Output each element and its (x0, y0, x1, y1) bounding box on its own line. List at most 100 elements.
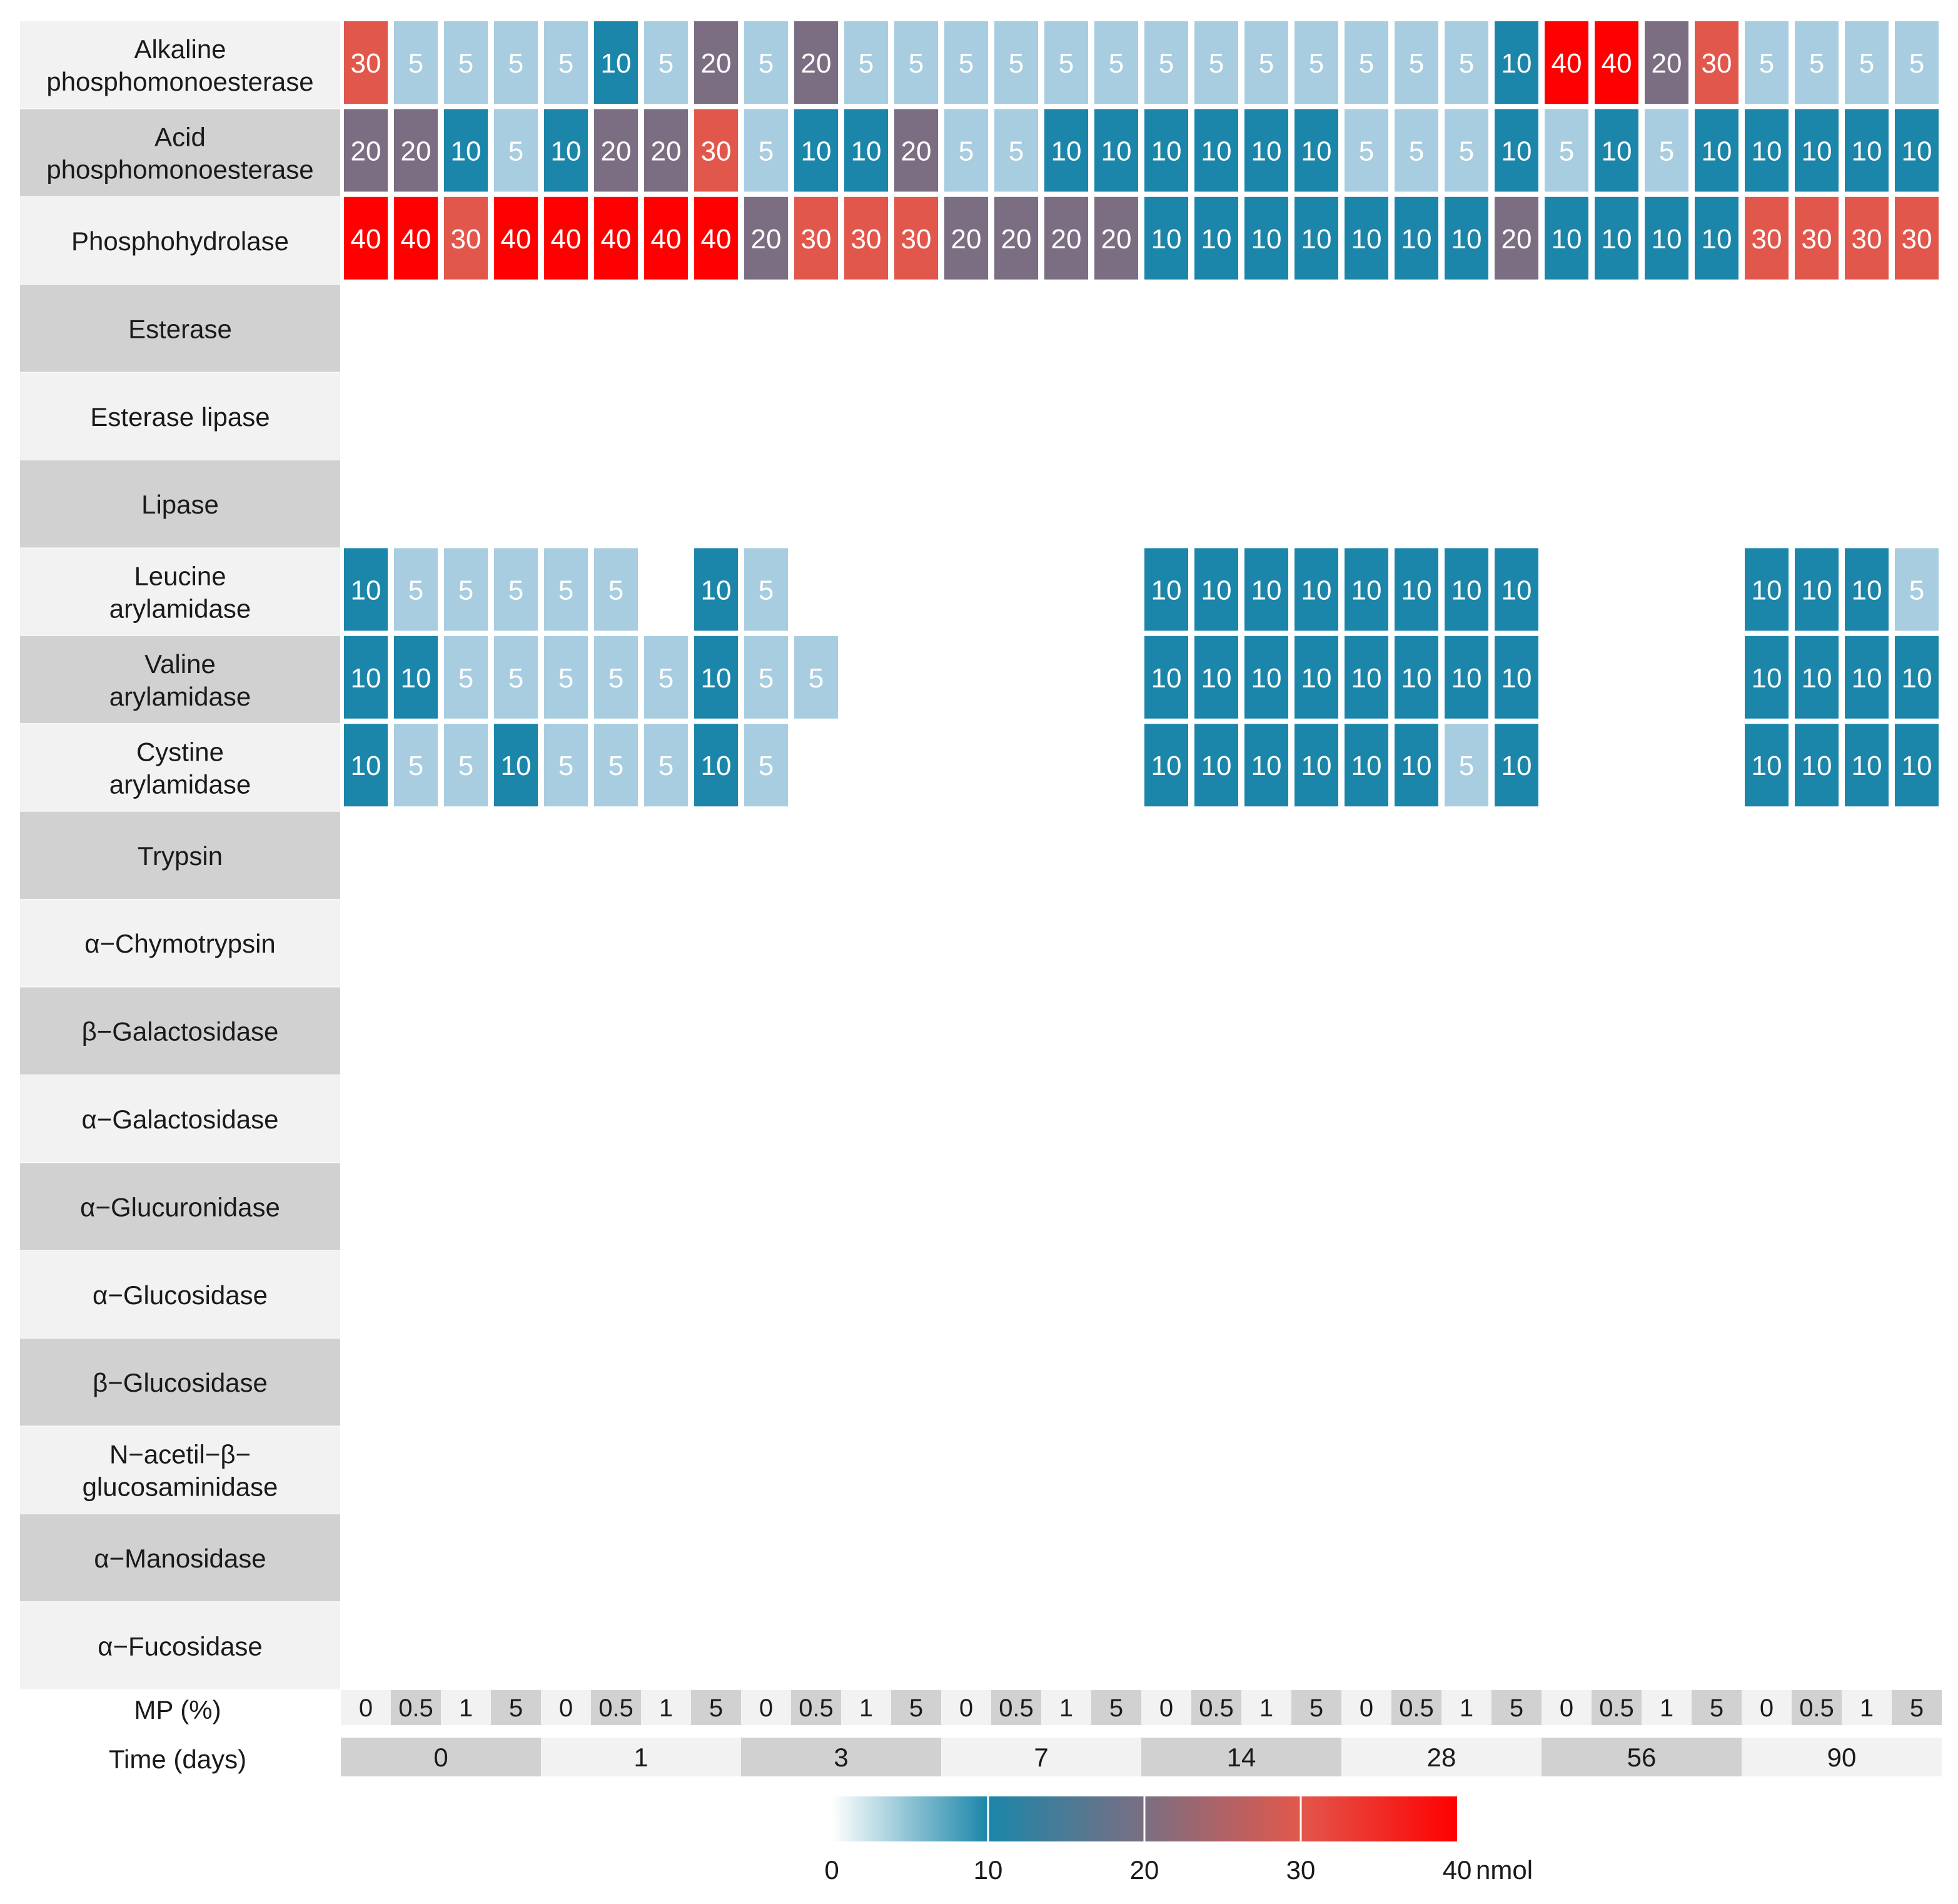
heatmap-cell (1595, 196, 1638, 280)
mp-tick-label: 5 (509, 1694, 523, 1722)
cell-value-label: 10 (1451, 663, 1482, 694)
cell-value-label: 10 (1151, 663, 1182, 694)
cell-value-label: 5 (659, 751, 674, 781)
cell-value-label: 30 (1902, 224, 1932, 255)
heatmap-cell (1445, 548, 1488, 631)
cell-value-label: 40 (601, 224, 632, 255)
heatmap-cell (944, 21, 988, 104)
cell-value-label: 5 (759, 136, 774, 166)
heatmap-cell (1745, 109, 1789, 192)
cell-value-label: 10 (1351, 663, 1382, 694)
cell-value-label: 20 (1652, 48, 1682, 79)
cell-value-label: 5 (1909, 575, 1924, 605)
mp-tick-label: 1 (1259, 1694, 1273, 1722)
mp-band (641, 1690, 691, 1725)
mp-axis: MP (%) 0 0.5 1 5 0 0.5 1 5 0 0.5 1 5 0 0.5 1 5 0 0.5 1 5 0 0.… (134, 1690, 1942, 1725)
legend-tick-label: 10 (974, 1855, 1003, 1885)
heatmap-cell (744, 196, 788, 280)
cell-value-label: 10 (351, 751, 381, 781)
row-label: phosphomonoesterase (46, 155, 313, 185)
heatmap-cell (1294, 636, 1338, 719)
heatmap-cell (494, 21, 538, 104)
cell-value-label: 30 (451, 224, 482, 255)
row-label: N−acetil−β− (109, 1440, 251, 1469)
heatmap-cell (1345, 636, 1388, 719)
mp-tick-label: 5 (909, 1694, 923, 1722)
heatmap-cell (1144, 548, 1188, 631)
heatmap-cell (1244, 109, 1288, 192)
cell-value-label: 5 (408, 751, 423, 781)
cell-value-label: 5 (659, 663, 674, 694)
heatmap-cell (1845, 109, 1889, 192)
heatmap-cell (594, 196, 638, 280)
time-tick-label: 1 (633, 1743, 648, 1772)
heatmap-cell (1144, 21, 1188, 104)
row-label-band (20, 1075, 340, 1163)
cell-value-label: 30 (801, 224, 832, 255)
cell-value-label: 5 (558, 48, 573, 79)
heatmap-cell (1795, 548, 1839, 631)
heatmap-cell (1545, 21, 1588, 104)
mp-band (341, 1690, 391, 1725)
mp-band (491, 1690, 541, 1725)
cell-value-label: 10 (1301, 663, 1332, 694)
cell-value-label: 20 (751, 224, 782, 255)
heatmap-cell (1244, 196, 1288, 280)
cell-value-label: 10 (1251, 575, 1282, 605)
heatmap-cell (1094, 196, 1138, 280)
cell-value-label: 10 (1602, 136, 1632, 166)
cell-value-label: 10 (701, 575, 732, 605)
row-label: α−Manosidase (94, 1544, 266, 1573)
cell-value-label: 5 (1059, 48, 1074, 79)
time-tick-label: 56 (1627, 1743, 1657, 1772)
cell-value-label: 20 (351, 136, 381, 166)
mp-axis-label: MP (%) (134, 1695, 221, 1724)
row-label-band (20, 1163, 340, 1250)
heatmap-cell (394, 109, 438, 192)
heatmap-cell (1745, 636, 1789, 719)
mp-tick-label: 0.5 (1399, 1694, 1434, 1722)
mp-tick-label: 1 (1059, 1694, 1073, 1722)
cell-value-label: 5 (1359, 48, 1374, 79)
cell-value-label: 5 (1759, 48, 1774, 79)
heatmap-cell (744, 636, 788, 719)
mp-band (1491, 1690, 1542, 1725)
heatmap-cell (1645, 196, 1688, 280)
cell-value-label: 10 (1752, 663, 1782, 694)
cell-value-label: 5 (458, 663, 473, 694)
heatmap-cell (344, 548, 388, 631)
cell-value-label: 5 (759, 575, 774, 605)
heatmap-cell (1345, 724, 1388, 807)
cell-value-label: 10 (1301, 224, 1332, 255)
mp-band (1241, 1690, 1291, 1725)
cell-value-label: 10 (351, 575, 381, 605)
heatmap-cell (594, 21, 638, 104)
cell-value-label: 20 (951, 224, 982, 255)
row-label: β−Galactosidase (82, 1017, 279, 1046)
cell-value-label: 10 (1501, 136, 1532, 166)
heatmap-cell (1044, 196, 1088, 280)
cell-value-label: 5 (809, 663, 824, 694)
heatmap-cell (494, 196, 538, 280)
cell-value-label: 5 (608, 663, 623, 694)
heatmap-cell (1194, 21, 1238, 104)
heatmap-cell (1345, 109, 1388, 192)
cell-value-label: 20 (1001, 224, 1032, 255)
mp-tick-label: 0 (1360, 1694, 1373, 1722)
mp-tick-label: 0 (959, 1694, 973, 1722)
mp-tick-label: 5 (1510, 1694, 1523, 1722)
heatmap-cell (1845, 21, 1889, 104)
mp-band (1842, 1690, 1892, 1725)
heatmap-cell (694, 109, 738, 192)
heatmap-cell (1695, 21, 1738, 104)
time-band (941, 1738, 1141, 1776)
cell-value-label: 5 (1109, 48, 1124, 79)
heatmap-cell (794, 636, 838, 719)
mp-band (891, 1690, 941, 1725)
cell-value-label: 10 (1251, 136, 1282, 166)
heatmap-cell (1895, 109, 1939, 192)
cell-value-label: 10 (1802, 575, 1832, 605)
heatmap-cell (1695, 109, 1738, 192)
time-tick-label: 28 (1427, 1743, 1456, 1772)
time-tick-label: 14 (1227, 1743, 1256, 1772)
